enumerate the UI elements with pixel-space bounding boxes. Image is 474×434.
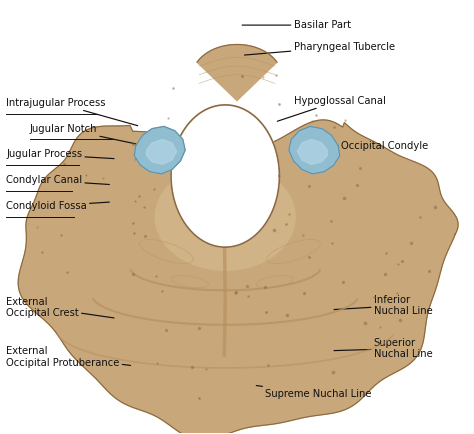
Text: Inferior
Nuchal Line: Inferior Nuchal Line — [334, 295, 432, 316]
Polygon shape — [146, 139, 177, 164]
Text: Occipital Condyle: Occipital Condyle — [320, 141, 428, 151]
Text: Pharyngeal Tubercle: Pharyngeal Tubercle — [245, 42, 395, 55]
Text: Hypoglossal Canal: Hypoglossal Canal — [277, 95, 385, 121]
Polygon shape — [197, 45, 277, 101]
Text: Jugular Notch: Jugular Notch — [30, 124, 142, 145]
Text: Intrajugular Process: Intrajugular Process — [6, 98, 138, 126]
Text: Supreme Nuchal Line: Supreme Nuchal Line — [256, 385, 372, 399]
Text: Superior
Nuchal Line: Superior Nuchal Line — [334, 338, 432, 359]
Text: External
Occipital Protuberance: External Occipital Protuberance — [6, 346, 130, 368]
Text: Jugular Process: Jugular Process — [6, 149, 114, 159]
Text: External
Occipital Crest: External Occipital Crest — [6, 297, 114, 319]
Ellipse shape — [155, 163, 296, 271]
Polygon shape — [297, 139, 328, 164]
Text: Condylar Canal: Condylar Canal — [6, 175, 109, 185]
Text: Basilar Part: Basilar Part — [242, 20, 351, 30]
Polygon shape — [171, 105, 279, 247]
Text: Condyloid Fossa: Condyloid Fossa — [6, 201, 109, 211]
Text: Foramen
Magnum: Foramen Magnum — [206, 175, 265, 203]
Polygon shape — [134, 126, 185, 174]
Polygon shape — [18, 120, 458, 434]
Polygon shape — [289, 126, 340, 174]
